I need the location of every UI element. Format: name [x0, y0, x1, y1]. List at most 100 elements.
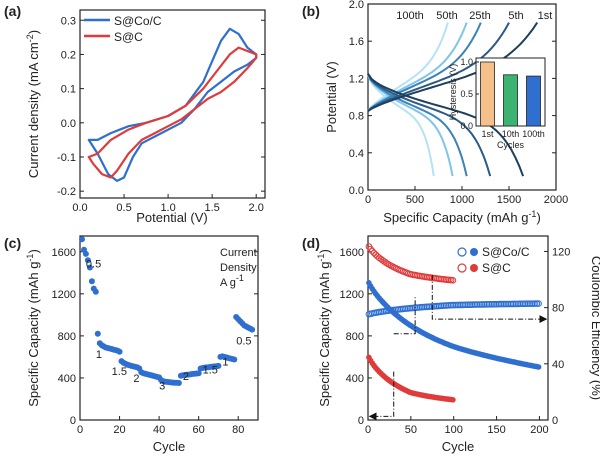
panel-label-c: (c) — [4, 235, 21, 251]
rate-point — [82, 250, 89, 257]
capacity-point — [450, 397, 456, 403]
discharge-curve — [367, 73, 468, 177]
guide-arrow-right — [431, 274, 548, 324]
rate-point — [231, 356, 238, 363]
x-tick-label: 1000 — [450, 194, 474, 206]
y2-tick-label: 80 — [552, 303, 564, 315]
y-tick-label: 2.0 — [349, 0, 364, 11]
y-tick-label: 1600 — [52, 247, 76, 259]
charge-curve — [367, 22, 468, 112]
legend-open-marker — [457, 247, 467, 257]
y-tick-label: 1200 — [52, 289, 76, 301]
rate-point — [249, 326, 256, 333]
y-tick-label: 0 — [70, 415, 76, 427]
cycle-label: 5th — [508, 10, 523, 22]
y-tick-label: -0.1 — [57, 152, 76, 164]
rate-point — [94, 330, 101, 337]
x-tick-label: 150 — [487, 424, 505, 436]
rate-point — [195, 370, 202, 377]
x-tick-label: 0 — [365, 194, 371, 206]
x-axis-label: Cycle — [442, 439, 475, 454]
x-tick-label: 50 — [405, 424, 417, 436]
legend-title-line3: A g-1 — [220, 273, 244, 289]
discharge-curve — [367, 73, 492, 177]
inset-bar-1st — [480, 61, 495, 127]
x-tick-label: 0.0 — [72, 202, 87, 214]
y-tick-label: 1.6 — [349, 36, 364, 48]
rate-point — [215, 362, 222, 369]
y-tick-label: 400 — [346, 373, 364, 385]
cv-curve-scoc — [87, 27, 258, 182]
charge-curve — [367, 22, 482, 112]
x-tick-label: 0 — [77, 424, 83, 436]
panel-d-cycling: 0 50 100 150 200 0 400 800 1200 1600 0 40 80 120 S@Co/… — [316, 235, 600, 454]
x-tick-label: 40 — [153, 424, 165, 436]
cv-curve-sc — [87, 46, 258, 179]
inset-x-axis-label: Cycles — [497, 140, 525, 150]
inset-x-label: 100th — [522, 129, 545, 139]
legend-label: S@Co/C — [482, 245, 530, 259]
panel-a-cv: 0.0 0.5 1.0 1.5 2.0 -0.2 -0.1 0.0 0.1 0.2 0.3 S@Co/… — [25, 9, 266, 225]
legend-open-marker — [457, 263, 467, 273]
efficiency-point — [369, 247, 376, 255]
y-axis-label: Specific Capacity (mAh g-1) — [25, 249, 41, 407]
y2-axis-label: Coulombic Efficiency (%) — [589, 256, 600, 400]
cycle-label: 25th — [469, 10, 490, 22]
x-tick-label: 1.0 — [160, 202, 175, 214]
inset-bar-10th — [503, 74, 518, 127]
inset-x-label: 1st — [481, 129, 494, 139]
x-tick-label: 0 — [365, 424, 371, 436]
x-tick-label: 1500 — [497, 194, 521, 206]
inset-y-axis-label: Hysteresis (V) — [448, 64, 458, 121]
x-axis-label: Specific Capacity (mAh g-1) — [383, 209, 541, 225]
rate-point — [92, 288, 99, 295]
efficiency-point — [367, 245, 374, 253]
panel-label-d: (d) — [302, 235, 320, 251]
y-tick-label: 800 — [58, 331, 76, 343]
plot-frame — [367, 235, 549, 421]
x-axis-label: Cycle — [153, 439, 186, 454]
rate-point — [84, 257, 91, 264]
efficiency-point — [382, 259, 390, 267]
inset-y-tick-label: 0.5 — [460, 89, 473, 99]
guide-line — [393, 295, 416, 335]
rate-label: 2 — [183, 371, 189, 383]
y-tick-label: 0.2 — [61, 49, 76, 61]
efficiency-point — [370, 249, 378, 257]
x-axis-label: Potential (V) — [136, 210, 208, 225]
legend-label: S@C — [114, 30, 143, 44]
inset-y-tick-label: 1.0 — [460, 57, 473, 67]
y-tick-label: 0.4 — [349, 148, 364, 160]
charge-curve — [367, 22, 449, 112]
y-tick-label: 1600 — [340, 247, 364, 259]
cycle-label: 100th — [396, 10, 424, 22]
plot-frame — [79, 9, 266, 199]
y-axis-label: Current density (mA cm-2) — [25, 30, 41, 178]
discharge-curve — [367, 73, 454, 177]
legend-label: S@Co/C — [114, 14, 162, 28]
panel-c-rate: 0 20 40 60 800400800120016000.511.52321.510.… — [25, 235, 259, 454]
x-tick-label: 2000 — [544, 194, 568, 206]
rate-label: 0.5 — [86, 259, 101, 271]
y-tick-label: 0.3 — [61, 15, 76, 27]
inset-y-tick-label: 0.0 — [460, 121, 473, 131]
y-tick-label: -0.2 — [57, 186, 76, 198]
x-tick-label: 100 — [445, 424, 463, 436]
inset-x-label: 10th — [502, 129, 520, 139]
legend-title-line2: Density — [220, 262, 257, 274]
cycle-label: 1st — [538, 10, 553, 22]
y-tick-label: 0.0 — [61, 118, 76, 130]
rate-label: 1.5 — [203, 365, 218, 377]
y2-tick-label: 40 — [552, 359, 564, 371]
x-tick-label: 60 — [193, 424, 205, 436]
charge-curve — [367, 22, 539, 112]
discharge-curve — [367, 73, 435, 177]
y-tick-label: 1200 — [340, 289, 364, 301]
rate-point — [88, 278, 95, 285]
charge-curve — [367, 22, 510, 112]
y-tick-label: 0.1 — [61, 84, 76, 96]
rate-label: 1.5 — [112, 366, 127, 378]
plot-frame — [79, 235, 259, 421]
x-tick-label: 0.5 — [116, 202, 131, 214]
